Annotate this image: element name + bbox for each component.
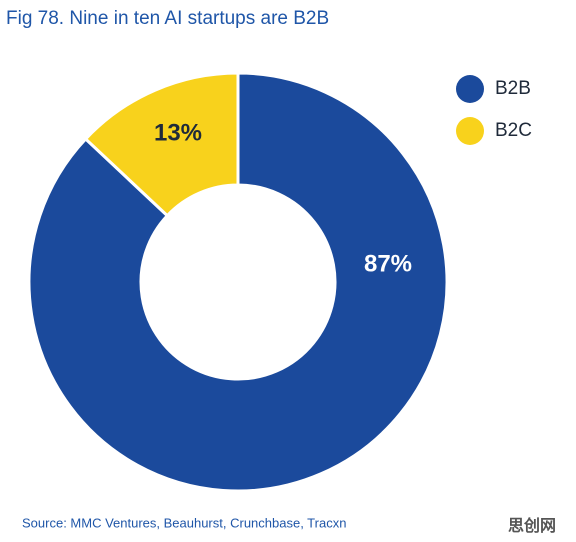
legend-swatch [456,117,484,145]
watermark: 思创网 [508,516,556,535]
value-label: 87% [364,250,412,277]
chart-title: Fig 78. Nine in ten AI startups are B2B [6,8,329,29]
donut-segment [83,71,240,218]
source-note: Source: MMC Ventures, Beauhurst, Crunchb… [22,515,346,530]
donut-segment [27,71,449,493]
legend-label: B2C [495,120,532,141]
legend-swatch [456,75,484,103]
legend-label: B2B [495,78,531,99]
value-label: 13% [154,119,202,146]
